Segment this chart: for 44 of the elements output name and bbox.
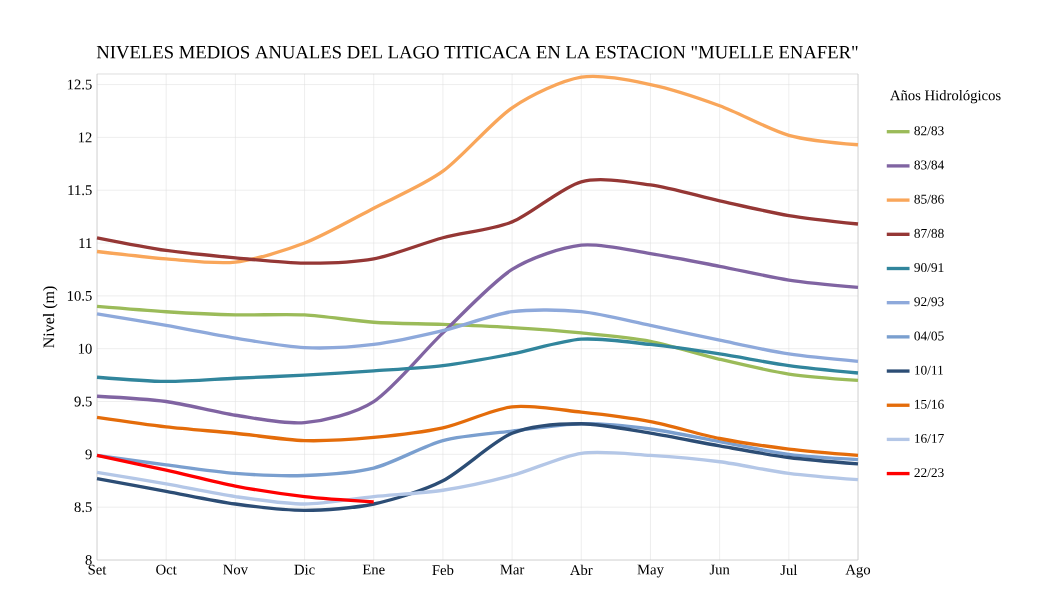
legend-label: 10/11: [915, 365, 943, 375]
legend-title: Años Hidrológicos: [890, 89, 1001, 104]
legend-label: 22/23: [914, 468, 944, 478]
x-tick-label: Ene: [362, 564, 385, 575]
legend-label: 90/91: [914, 263, 944, 273]
line-series: [95, 422, 860, 513]
x-tick-label: Jun: [709, 564, 730, 575]
x-tick-label: Abr: [570, 564, 593, 576]
line-series: [95, 450, 860, 506]
x-tick-label: Mar: [500, 564, 525, 575]
line-series: [95, 304, 860, 383]
legend-label: 85/86: [914, 194, 944, 204]
y-tick-label: 9.5: [74, 396, 92, 407]
legend-label: 82/83: [914, 126, 944, 136]
line-series: [95, 337, 860, 384]
legend-label: 92/93: [914, 297, 944, 307]
y-tick-label: 12: [78, 132, 92, 143]
line-series: [95, 243, 860, 425]
y-tick-label: 8: [85, 555, 92, 565]
x-tick-label: Set: [88, 564, 107, 575]
legend-label: 87/88: [914, 228, 944, 238]
y-axis-title: Nivel (m): [42, 286, 58, 348]
x-tick-label: Dic: [294, 564, 315, 575]
x-tick-label: Ago: [845, 564, 871, 578]
x-tick-label: Nov: [223, 564, 248, 575]
y-tick-label: 10: [78, 343, 92, 354]
legend-label: 16/17: [915, 434, 944, 443]
y-tick-label: 9: [85, 449, 92, 460]
legend-label: 83/84: [914, 160, 945, 170]
x-tick-label: Feb: [432, 564, 454, 576]
y-tick-label: 12.5: [67, 79, 92, 90]
x-tick-label: Oct: [156, 564, 177, 575]
x-tick-label: Jul: [780, 564, 798, 576]
y-tick-label: 10.5: [67, 290, 92, 301]
chart-title: NIVELES MEDIOS ANUALES DEL LAGO TITICACA EN LA ESTACION "MUELLE ENAFER": [96, 45, 858, 59]
line-series: [95, 453, 376, 504]
line-series: [95, 404, 860, 458]
legend-label: 04/05: [914, 331, 944, 341]
legend-label: 15/16: [915, 399, 944, 409]
line-series: [95, 74, 860, 265]
x-tick-label: May: [637, 564, 664, 578]
y-tick-label: 8.5: [74, 502, 92, 513]
y-tick-label: 11: [79, 238, 92, 248]
y-tick-label: 11.5: [68, 185, 92, 196]
